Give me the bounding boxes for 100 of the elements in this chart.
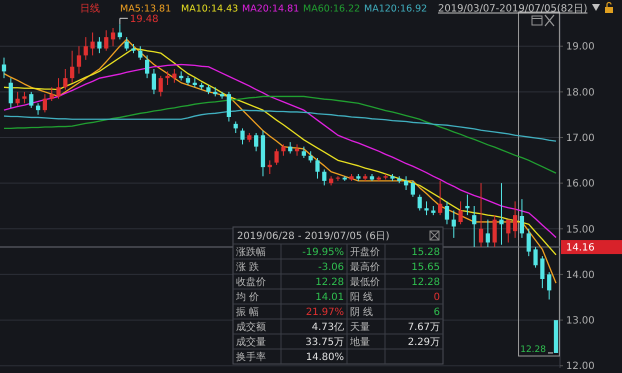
line-series (3, 64, 557, 238)
text: MA120:16.92 (364, 3, 428, 14)
annotation: -3.06 (318, 262, 344, 273)
annotation: -19.95% (302, 247, 344, 258)
candlestick (186, 76, 190, 86)
candlestick (254, 132, 258, 152)
candlestick (97, 37, 102, 54)
y-tick-label: 13.00 (566, 316, 595, 327)
candlestick (376, 176, 381, 181)
text: 2019/06/28 - 2019/07/05 (6日) (237, 231, 390, 242)
text: MA10:14.43 (181, 3, 238, 14)
candlestick (274, 148, 279, 165)
candlestick (390, 174, 395, 181)
candlestick (213, 87, 218, 96)
candlestick (260, 130, 266, 176)
annotation: 日线 (80, 2, 100, 14)
candlestick (22, 92, 27, 104)
annotation: 2019/03/07-2019/07/05(82日) (438, 4, 588, 14)
line-series (3, 96, 557, 174)
annotation: 14.80% (306, 352, 344, 363)
annotation: 最高价 (350, 261, 380, 273)
candlestick (499, 183, 504, 245)
candlestick (315, 158, 320, 179)
candlestick (526, 228, 531, 256)
annotation: 6 (434, 307, 440, 318)
candlestick (410, 180, 415, 197)
candlestick (138, 46, 142, 60)
annotation: 换手率 (236, 351, 266, 363)
line-series (3, 109, 557, 142)
annotation: 成交量 (236, 336, 266, 348)
candlestick (2, 58, 6, 78)
candlestick (533, 247, 538, 268)
annotation: 21.97% (306, 307, 344, 318)
candlestick (308, 151, 313, 163)
candlestick (547, 272, 552, 300)
annotation: 均 价 (235, 291, 260, 303)
candlestick (145, 55, 150, 78)
candlestick (50, 87, 54, 101)
y-tick-label: 16.00 (566, 178, 595, 190)
candlestick (404, 176, 408, 190)
candlestick (322, 169, 326, 186)
candlestick (104, 30, 108, 51)
candlestick (192, 78, 197, 88)
candlestick (36, 103, 40, 115)
candlestick (349, 174, 354, 181)
annotation: 7.67万 (408, 322, 440, 333)
candlestick (220, 92, 224, 99)
candlestick (76, 46, 82, 74)
candlestick (294, 144, 300, 156)
candlestick (458, 201, 463, 224)
candlestick (247, 132, 252, 142)
annotation: 33.75万 (305, 337, 344, 348)
candlestick (240, 128, 245, 144)
text: MA20:14.81 (242, 3, 300, 14)
annotation: 涨 跌 (236, 261, 260, 273)
candlestick (431, 206, 436, 216)
annotation: 15.28 (411, 247, 440, 258)
candlestick (281, 144, 286, 156)
candlestick (206, 85, 211, 94)
candlestick (118, 24, 122, 40)
candlestick (452, 210, 456, 238)
y-tick-label: 19.00 (566, 42, 595, 53)
candlestick (302, 146, 306, 158)
candlestick (42, 94, 47, 112)
annotation: 0 (434, 292, 440, 303)
candlestick (472, 206, 476, 248)
candlestick (16, 92, 20, 106)
candlestick (268, 160, 272, 174)
y-tick-label: 15.00 (566, 224, 595, 236)
annotation: 2.29万 (408, 337, 440, 348)
candlestick (200, 82, 204, 90)
candlestick (438, 180, 442, 216)
candlestick (124, 37, 129, 51)
candlestick (226, 92, 231, 122)
candlestick (63, 69, 68, 90)
candlestick (486, 220, 490, 248)
annotation: 14.01 (315, 292, 344, 303)
candlestick (56, 78, 61, 99)
y-tick-label: 17.00 (566, 133, 595, 144)
annotation: 最低价 (350, 276, 380, 288)
candlestick (152, 69, 156, 94)
candlestick (288, 142, 292, 154)
candlestick (397, 176, 402, 184)
annotation: 12.28 (520, 345, 546, 356)
candlestick (342, 176, 347, 181)
candlestick (158, 76, 163, 96)
candlestick (172, 69, 176, 83)
y-tick-label: 14.00 (566, 270, 595, 281)
candlestick (465, 194, 470, 216)
candlestick (179, 71, 184, 80)
candlestick (506, 220, 510, 242)
candlestick (513, 201, 518, 238)
text: MA5:13.81 (120, 3, 172, 14)
candlestick (165, 71, 170, 86)
candlestick (424, 201, 429, 216)
candlestick (444, 201, 450, 224)
candlestick (418, 194, 422, 211)
annotation: 15.65 (411, 262, 440, 273)
annotation: 收盘价 (236, 276, 266, 288)
candlestick (363, 174, 368, 181)
